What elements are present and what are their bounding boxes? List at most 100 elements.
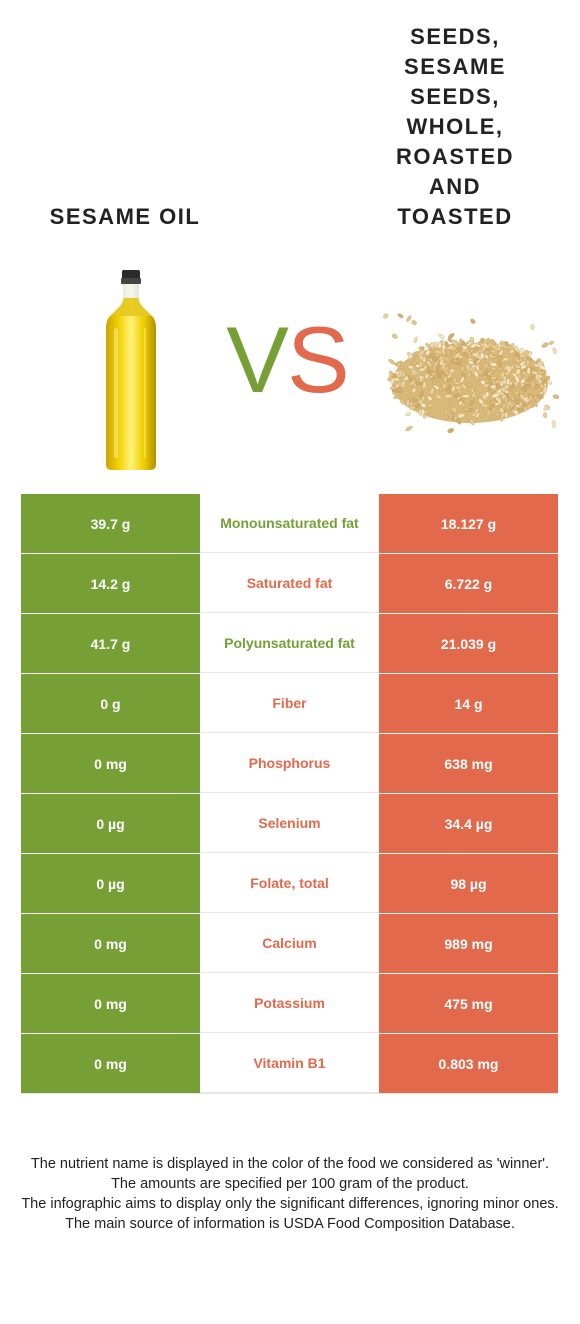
sesame-seed	[445, 387, 452, 394]
sesame-seed	[409, 379, 416, 386]
sesame-seed	[388, 359, 396, 365]
sesame-seed	[432, 377, 438, 385]
sesame-seed	[461, 383, 467, 390]
value-left: 41.7 g	[21, 614, 200, 673]
sesame-seed	[541, 378, 548, 385]
table-row: 0 µg Selenium 34.4 µg	[21, 794, 558, 854]
sesame-seed	[425, 343, 432, 349]
sesame-seed	[494, 347, 502, 351]
sesame-seed	[490, 339, 497, 346]
food-title-right-line: roasted	[395, 144, 515, 169]
sesame-seed	[429, 353, 435, 359]
sesame-seed	[442, 383, 447, 389]
value-left: 0 mg	[21, 734, 200, 793]
sesame-seed	[500, 371, 505, 379]
nutrient-name: Vitamin B1	[200, 1034, 379, 1093]
sesame-seed	[446, 349, 451, 357]
vs-s: S	[287, 307, 350, 412]
value-left: 0 mg	[21, 974, 200, 1033]
sesame-seed	[488, 369, 494, 375]
sesame-seed	[447, 428, 454, 434]
food-title-right-line: whole,	[406, 114, 504, 139]
footnote-line: The nutrient name is displayed in the co…	[30, 1156, 550, 1172]
sesame-seed	[471, 367, 476, 374]
sesame-seed	[455, 385, 462, 390]
sesame-seed	[470, 318, 476, 324]
sesame-seed	[428, 412, 435, 417]
sesame-seed	[530, 380, 535, 389]
sesame-seed	[483, 338, 488, 345]
sesame-seed	[405, 399, 410, 407]
sesame-seed	[411, 320, 417, 325]
sesame-seed	[509, 349, 515, 354]
sesame-seed	[413, 336, 418, 343]
sesame-seed	[500, 412, 505, 419]
sesame-seed	[409, 405, 416, 410]
sesame-seed	[531, 401, 538, 407]
comparison-table: 39.7 g Monounsaturated fat 18.127 g 14.2…	[21, 494, 558, 1094]
sesame-seed	[452, 377, 457, 384]
sesame-seed	[419, 390, 424, 399]
sesame-seed	[522, 401, 527, 409]
sesame-seed	[538, 364, 545, 370]
sesame-seed	[458, 400, 463, 406]
sesame-seed	[429, 342, 434, 348]
sesame-seed	[514, 351, 520, 359]
sesame-seed	[506, 365, 512, 374]
sesame-seed	[415, 403, 421, 408]
food-title-right-line: toasted	[397, 204, 513, 229]
sesame-seed	[470, 343, 478, 349]
sesame-seed	[541, 342, 549, 348]
sesame-seed	[451, 407, 458, 413]
nutrient-name: Fiber	[200, 674, 379, 733]
sesame-seed	[397, 313, 404, 318]
sesame-seed	[456, 417, 461, 425]
sesame-seed	[512, 366, 517, 374]
sesame-seed	[438, 333, 445, 339]
sesame-seed	[524, 384, 531, 389]
sesame-seed	[415, 382, 424, 386]
sesame-seed	[543, 405, 550, 411]
sesame-seed	[479, 352, 485, 359]
footnote-line: The main source of information is USDA F…	[65, 1216, 515, 1232]
sesame-seed	[469, 418, 475, 426]
sesame-seed	[489, 400, 498, 404]
value-right: 989 mg	[379, 914, 558, 973]
sesame-seed	[448, 400, 452, 407]
sesame-seed	[427, 395, 433, 401]
value-left: 0 µg	[21, 854, 200, 913]
sesame-seed	[468, 360, 475, 365]
value-left: 0 g	[21, 674, 200, 733]
sesame-seed	[407, 365, 414, 370]
sesame-seed	[471, 391, 476, 398]
sesame-seed	[530, 324, 535, 330]
sesame-seed	[426, 403, 434, 408]
value-right: 475 mg	[379, 974, 558, 1033]
sesame-seed	[397, 387, 403, 394]
sesame-seed	[472, 352, 479, 358]
footnote: The nutrient name is displayed in the co…	[20, 1154, 560, 1234]
sesame-seed	[426, 366, 431, 373]
sesame-seed	[508, 384, 515, 389]
sesame-seed	[454, 352, 461, 358]
sesame-seed	[392, 333, 398, 339]
food-title-right-line: and	[428, 174, 482, 199]
sesame-seed	[551, 420, 556, 429]
sesame-seed	[397, 381, 403, 388]
sesame-seed	[503, 389, 510, 394]
sesame-seed	[521, 370, 527, 376]
sesame-seed	[497, 359, 503, 367]
nutrient-name: Monounsaturated fat	[200, 494, 379, 553]
sesame-seed	[460, 365, 465, 372]
sesame-seed	[433, 384, 440, 390]
sesame-seed	[460, 376, 465, 384]
sesame-seed	[451, 385, 456, 393]
value-right: 98 µg	[379, 854, 558, 913]
table-row: 0 mg Phosphorus 638 mg	[21, 734, 558, 794]
sesame-seed	[500, 341, 507, 347]
sesame-seed	[502, 357, 509, 362]
footnote-line: The amounts are specified per 100 gram o…	[111, 1176, 469, 1192]
sesame-seed	[435, 369, 443, 374]
sesame-seed	[519, 357, 524, 363]
food-title-right: Seeds, sesame seeds, whole, roasted and …	[360, 22, 550, 232]
